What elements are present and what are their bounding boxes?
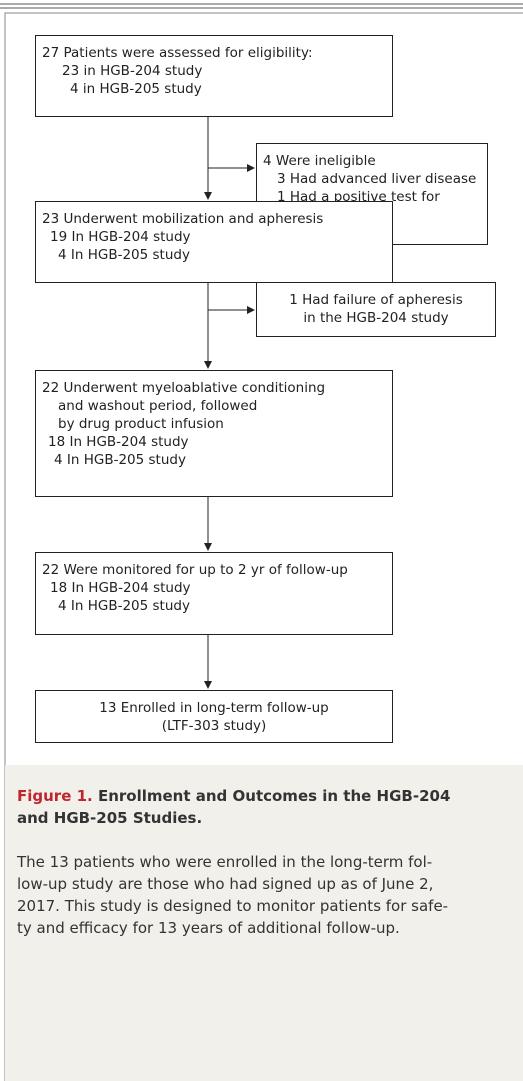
caption-body-line: 2017. This study is designed to monitor … bbox=[17, 897, 449, 915]
box-text: 18 In HGB-204 study bbox=[50, 580, 191, 596]
box-text: 4 Were ineligible bbox=[263, 153, 376, 169]
box-text: 4 in HGB-205 study bbox=[70, 81, 202, 97]
box-text: 4 In HGB-205 study bbox=[58, 247, 190, 263]
box-text: 3 Had advanced liver disease bbox=[277, 171, 477, 187]
caption-body-line: The 13 patients who were enrolled in the… bbox=[17, 853, 433, 871]
flow-box: 1 Had failure of apheresis in the HGB-204… bbox=[256, 282, 496, 337]
flow-box: 27 Patients were assessed for eligibilit… bbox=[35, 35, 393, 117]
flow-box: 22 Underwent myeloablative conditioning a… bbox=[35, 370, 393, 497]
box-text: 13 Enrolled in long-term follow-up bbox=[99, 700, 329, 716]
flow-box: 13 Enrolled in long-term follow-up (LTF-3… bbox=[35, 690, 393, 743]
box-text: 19 In HGB-204 study bbox=[50, 229, 191, 245]
caption-body-line: low-up study are those who had signed up… bbox=[17, 875, 434, 893]
box-text: in the HGB-204 study bbox=[303, 310, 449, 326]
box-text: 18 In HGB-204 study bbox=[48, 434, 189, 450]
box-text: by drug product infusion bbox=[58, 416, 224, 432]
box-text: 1 Had failure of apheresis bbox=[289, 292, 463, 308]
box-text: 22 Underwent myeloablative conditioning bbox=[42, 380, 326, 396]
box-text: 27 Patients were assessed for eligibilit… bbox=[42, 45, 313, 61]
caption-title-line: Enrollment and Outcomes in the HGB-204 bbox=[97, 787, 451, 805]
box-text: 23 in HGB-204 study bbox=[62, 63, 203, 79]
box-text: 22 Were monitored for up to 2 yr of foll… bbox=[42, 562, 348, 578]
box-text: 23 Underwent mobilization and apheresis bbox=[42, 211, 324, 227]
flow-box: 22 Were monitored for up to 2 yr of foll… bbox=[35, 552, 393, 635]
box-text: 4 In HGB-205 study bbox=[54, 452, 186, 468]
caption: Figure 1. Enrollment and Outcomes in the… bbox=[5, 765, 523, 1081]
box-text: (LTF-303 study) bbox=[161, 718, 267, 734]
figure-label: Figure 1. bbox=[17, 787, 93, 805]
caption-title-line: and HGB-205 Studies. bbox=[17, 809, 203, 827]
caption-title: Figure 1. Enrollment and Outcomes in the… bbox=[17, 785, 450, 807]
box-text: 4 In HGB-205 study bbox=[58, 598, 190, 614]
caption-body-line: ty and efficacy for 13 years of addition… bbox=[17, 919, 400, 937]
flow-box: 23 Underwent mobilization and apheresis 1… bbox=[35, 201, 393, 283]
box-text: and washout period, followed bbox=[58, 398, 258, 414]
